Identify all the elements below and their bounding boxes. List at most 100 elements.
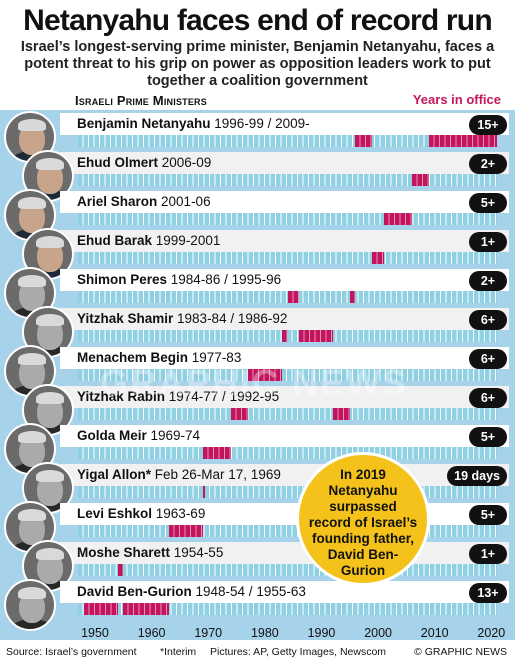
- pm-label: David Ben-Gurion 1948-54 / 1955-63: [77, 584, 306, 602]
- years-badge: 6+: [469, 349, 507, 369]
- pm-portrait: [22, 540, 74, 592]
- term-track: [78, 330, 497, 342]
- term-track: [78, 408, 497, 420]
- term-bar: [349, 291, 356, 303]
- x-axis: 1950 1960 1970 1980 1990 2000 2010 2020: [0, 626, 515, 642]
- pm-dates: 1974-77 / 1992-95: [165, 389, 280, 404]
- pm-dates: 1963-69: [152, 506, 206, 521]
- portrait-suit: [28, 502, 72, 512]
- pm-dates: 1977-83: [188, 350, 242, 365]
- footer: Source: Israel’s government *Interim Pic…: [0, 643, 515, 661]
- pm-name: Menachem Begin: [77, 350, 189, 365]
- record-callout: In 2019 Netanyahu surpassed record of Is…: [296, 452, 430, 586]
- portrait-hair: [18, 197, 46, 209]
- chart-subtitle: Israel’s longest-serving prime minister,…: [20, 39, 495, 89]
- pm-dates: 1954-55: [170, 545, 224, 560]
- track-background: [78, 603, 497, 615]
- pm-dates: 1984-86 / 1995-96: [167, 272, 282, 287]
- term-track: [78, 213, 497, 225]
- pm-name: David Ben-Gurion: [77, 584, 192, 599]
- row-band: [60, 386, 509, 408]
- pm-name: Benjamin Netanyahu: [77, 116, 211, 131]
- pm-name: Ariel Sharon: [77, 194, 158, 209]
- row-band: [60, 425, 509, 447]
- x-tick-label: 1970: [194, 626, 223, 640]
- pm-name: Golda Meir: [77, 428, 147, 443]
- pm-name: Levi Eshkol: [77, 506, 153, 521]
- years-badge: 1+: [469, 232, 507, 252]
- row-band: [60, 308, 509, 330]
- term-track: [78, 525, 497, 537]
- pm-name: Moshe Sharett: [77, 545, 171, 560]
- row-band: [60, 347, 509, 369]
- term-bar: [168, 525, 203, 537]
- track-background: [78, 252, 497, 264]
- term-bar: [383, 213, 413, 225]
- years-badge: 6+: [469, 310, 507, 330]
- term-track: [78, 369, 497, 381]
- pm-label: Golda Meir 1969-74: [77, 428, 200, 446]
- pm-name: Shimon Peres: [77, 272, 168, 287]
- term-track: [78, 174, 497, 186]
- portrait-hair: [18, 587, 46, 599]
- term-bar: [117, 564, 124, 576]
- years-badge: 6+: [469, 388, 507, 408]
- pm-label: Ehud Barak 1999-2001: [77, 233, 220, 251]
- footer-pictures: Pictures: AP, Getty Images, Newscom: [210, 646, 387, 658]
- track-background: [78, 447, 497, 459]
- pm-portrait: [22, 384, 74, 436]
- pm-label: Yigal Allon* Feb 26-Mar 17, 1969: [77, 467, 281, 485]
- row-band: [60, 152, 509, 174]
- term-bar: [332, 408, 350, 420]
- pm-label: Ariel Sharon 2001-06: [77, 194, 211, 212]
- track-background: [78, 486, 497, 498]
- term-bar: [298, 330, 333, 342]
- pm-portrait: [4, 579, 56, 631]
- pm-label: Moshe Sharett 1954-55: [77, 545, 223, 563]
- pm-label: Yitzhak Shamir 1983-84 / 1986-92: [77, 311, 287, 329]
- years-badge: 5+: [469, 505, 507, 525]
- term-bar: [372, 252, 384, 264]
- pm-label: Ehud Olmert 2006-09: [77, 155, 211, 173]
- track-background: [78, 369, 497, 381]
- chart-title: Netanyahu faces end of record run: [23, 4, 493, 37]
- section-label: Israeli Prime Ministers: [75, 93, 207, 108]
- portrait-suit: [28, 346, 72, 356]
- term-track: [78, 291, 497, 303]
- pm-label: Benjamin Netanyahu 1996-99 / 2009-: [77, 116, 310, 134]
- years-badge: 2+: [469, 271, 507, 291]
- row-band: [60, 113, 509, 135]
- portrait-hair: [18, 353, 46, 365]
- track-background: [78, 564, 497, 576]
- term-bar: [202, 447, 231, 459]
- x-tick-label: 1980: [250, 626, 279, 640]
- x-tick-label: 1990: [307, 626, 336, 640]
- pm-label: Shimon Peres 1984-86 / 1995-96: [77, 272, 281, 290]
- pm-dates: Feb 26-Mar 17, 1969: [151, 467, 281, 482]
- portrait-hair: [18, 119, 46, 131]
- track-background: [78, 174, 497, 186]
- row-band: [60, 269, 509, 291]
- pm-dates: 1948-54 / 1955-63: [191, 584, 306, 599]
- term-track: [78, 447, 497, 459]
- pm-dates: 1996-99 / 2009-: [210, 116, 310, 131]
- x-tick-label: 1950: [81, 626, 109, 640]
- term-bar: [412, 174, 430, 186]
- pm-dates: 1969-74: [146, 428, 201, 443]
- pm-dates: 2006-09: [158, 155, 212, 170]
- term-bar: [203, 486, 206, 498]
- term-bar: [355, 135, 373, 147]
- footer-source: Source: Israel’s government: [6, 646, 137, 658]
- track-background: [78, 408, 497, 420]
- pm-label: Levi Eshkol 1963-69: [77, 506, 205, 524]
- track-background: [78, 213, 497, 225]
- portrait-suit: [28, 268, 72, 278]
- track-background: [78, 135, 497, 147]
- portrait-hair: [36, 158, 64, 170]
- row-band: [60, 230, 509, 252]
- pm-dates: 1983-84 / 1986-92: [173, 311, 288, 326]
- track-background: [78, 525, 497, 537]
- portrait-suit: [28, 424, 72, 434]
- portrait-suit: [28, 190, 72, 200]
- portrait-hair: [36, 392, 64, 404]
